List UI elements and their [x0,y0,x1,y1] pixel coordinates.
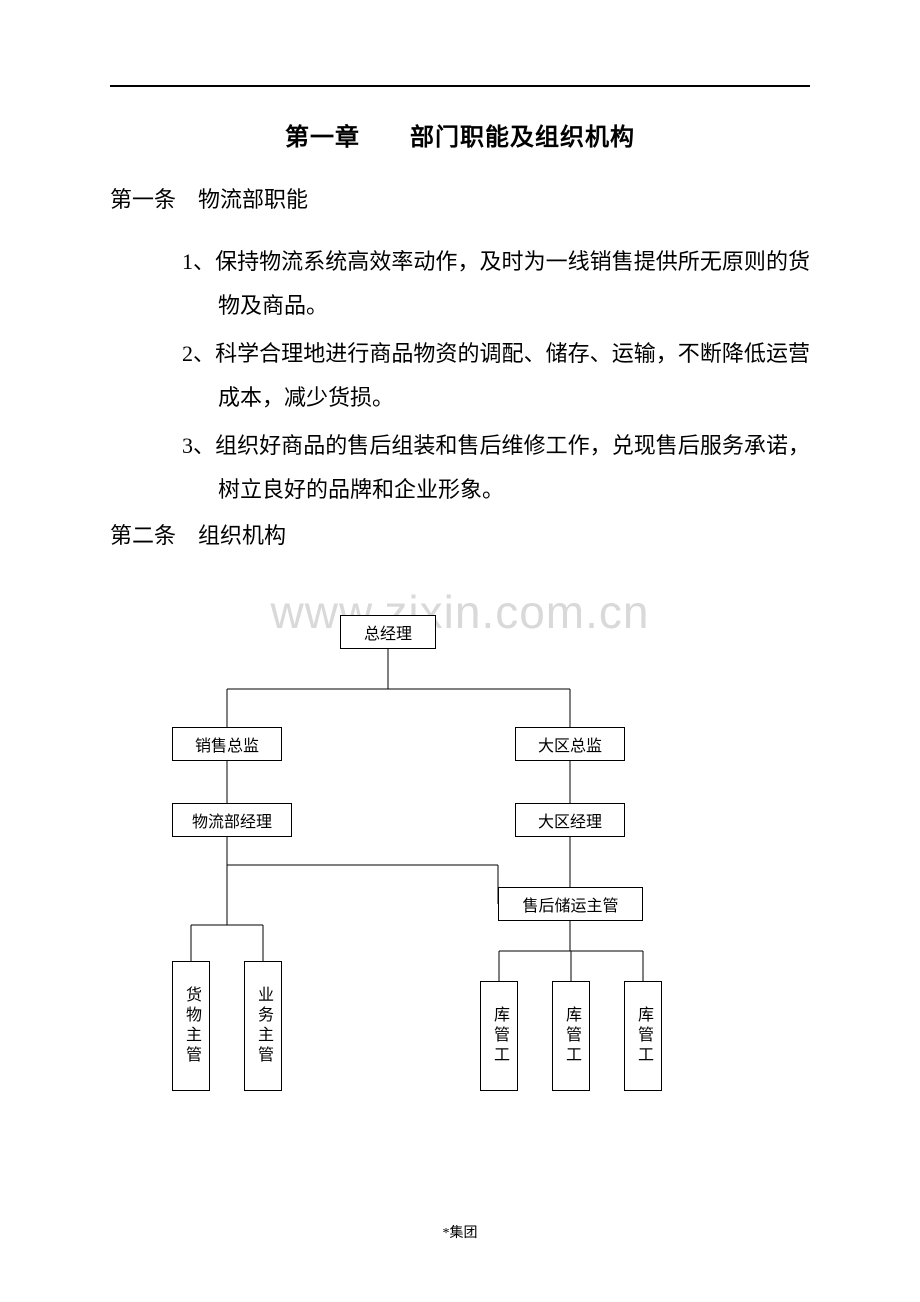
node-general-manager: 总经理 [340,615,436,649]
page-footer: *集团 [0,1222,920,1242]
chapter-title: 第一章 部门职能及组织机构 [110,117,810,152]
node-region-manager: 大区经理 [515,803,625,837]
node-warehouse-worker-3: 库管工 [624,981,662,1091]
document-page: 第一章 部门职能及组织机构 第一条 物流部职能 1、保持物流系统高效率动作，及时… [0,0,920,1135]
node-warehouse-worker-2: 库管工 [552,981,590,1091]
org-chart: 总经理 销售总监 大区总监 物流部经理 大区经理 售后储运主管 货物主管 业务主… [110,615,810,1135]
node-warehouse-worker-1: 库管工 [480,981,518,1091]
header-rule [110,85,810,87]
article-1-heading: 第一条 物流部职能 [110,180,810,220]
node-sales-director: 销售总监 [172,727,282,761]
node-business-supervisor: 业务主管 [244,961,282,1091]
article-2-heading: 第二条 组织机构 [110,516,810,556]
article-1-item-3: 3、组织好商品的售后组装和售后维修工作，兑现售后服务承诺，树立良好的品牌和企业形… [146,424,810,512]
org-chart-lines [110,615,810,1135]
node-logistics-manager: 物流部经理 [172,803,292,837]
article-1-item-1: 1、保持物流系统高效率动作，及时为一线销售提供所无原则的货物及商品。 [146,240,810,328]
article-1-item-2: 2、科学合理地进行商品物资的调配、储存、运输，不断降低运营成本，减少货损。 [146,332,810,420]
node-region-director: 大区总监 [515,727,625,761]
node-goods-supervisor: 货物主管 [172,961,210,1091]
node-aftersales-supervisor: 售后储运主管 [498,887,643,921]
